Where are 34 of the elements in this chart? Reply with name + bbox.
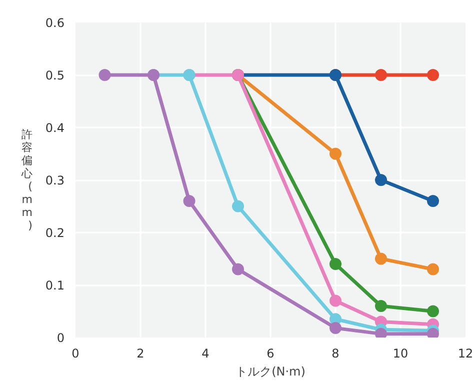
x-tick-label: 12 bbox=[458, 346, 474, 360]
y-tick-label: 0.5 bbox=[45, 68, 65, 82]
point bbox=[98, 69, 111, 81]
point bbox=[232, 263, 244, 276]
point bbox=[427, 328, 439, 338]
y-tick-label: 0.4 bbox=[45, 121, 65, 135]
point bbox=[183, 195, 196, 207]
point bbox=[427, 195, 439, 207]
y-tick-label: 0.2 bbox=[45, 226, 65, 240]
point bbox=[375, 300, 387, 312]
point bbox=[232, 200, 244, 212]
point bbox=[375, 174, 387, 186]
point bbox=[375, 69, 387, 81]
point bbox=[427, 305, 439, 318]
point bbox=[330, 294, 342, 307]
y-tick-label: 0.1 bbox=[45, 278, 65, 292]
point bbox=[330, 148, 342, 160]
x-tick-label: 2 bbox=[136, 346, 144, 360]
x-tick-label: 6 bbox=[266, 346, 274, 360]
x-tick-label: 4 bbox=[202, 346, 210, 360]
x-tick-label: 10 bbox=[392, 346, 408, 360]
x-axis-title: トルク(N·m) bbox=[236, 364, 306, 378]
y-tick-label: 0 bbox=[56, 331, 65, 345]
point bbox=[427, 263, 439, 276]
y-tick-label: 0.3 bbox=[45, 174, 65, 188]
point bbox=[375, 328, 387, 338]
x-tick-label: 8 bbox=[332, 346, 340, 360]
point bbox=[375, 252, 387, 265]
y-axis-title: 許容偏心(mm) bbox=[20, 128, 32, 232]
point bbox=[427, 69, 439, 81]
y-tick-label: 0.6 bbox=[45, 16, 65, 30]
point bbox=[330, 258, 342, 270]
point bbox=[330, 322, 342, 334]
x-tick-label: 0 bbox=[72, 346, 80, 360]
